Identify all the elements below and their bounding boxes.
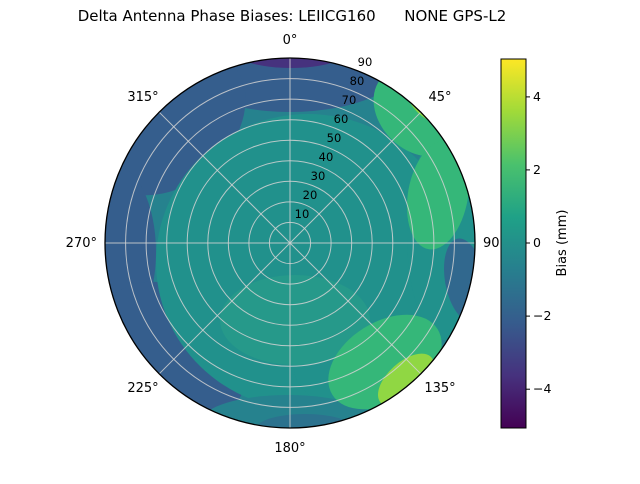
polar-boundary: [104, 57, 476, 429]
radial-tick-labels: 10 20 30 40 50 60 70 80 90: [295, 55, 373, 221]
colorbar-gradient: [500, 58, 527, 429]
colorbar-tick-label: −4: [533, 381, 551, 396]
colorbar-tick-marks: [526, 96, 530, 390]
angle-tick-315: 315°: [127, 90, 158, 105]
radial-tick-label: 50: [327, 131, 342, 145]
radial-tick-label: 40: [319, 150, 334, 164]
angle-tick-270: 270°: [66, 236, 97, 251]
colorbar: 4 2 0 −2 −4 Bias (mm): [500, 58, 570, 429]
angle-tick-labels: 0° 45° 90 135° 180° 225° 270° 315°: [66, 33, 500, 456]
colorbar-tick-label: −2: [533, 308, 551, 323]
radial-tick-label: 10: [295, 207, 310, 221]
radial-tick-label: 30: [311, 169, 326, 183]
contour-teal-interior: [220, 275, 370, 365]
contour-darker-bottom: [257, 414, 353, 428]
radial-tick-label: 70: [342, 93, 357, 107]
contour-bright-lower-right: [378, 353, 434, 407]
angle-tick-90: 90: [483, 236, 500, 251]
angle-tick-135: 135°: [424, 381, 455, 396]
colorbar-tick-label: 0: [533, 235, 541, 250]
angle-tick-180: 180°: [274, 441, 305, 456]
polar-grid-spokes: [105, 58, 475, 428]
contour-dark-right: [443, 238, 475, 322]
radial-tick-label: 20: [303, 188, 318, 202]
radial-tick-label: 60: [334, 112, 349, 126]
colorbar-tick-label: 2: [533, 162, 541, 177]
colorbar-axis-label: Bias (mm): [555, 210, 570, 277]
chart-title: Delta Antenna Phase Biases: LEIICG160 NO…: [78, 7, 507, 25]
angle-tick-225: 225°: [127, 381, 158, 396]
radial-tick-label: 80: [350, 74, 365, 88]
colorbar-tick-label: 4: [533, 89, 541, 104]
radial-tick-label: 90: [358, 55, 373, 69]
angle-tick-45: 45°: [428, 90, 451, 105]
angle-tick-0: 0°: [283, 33, 298, 48]
